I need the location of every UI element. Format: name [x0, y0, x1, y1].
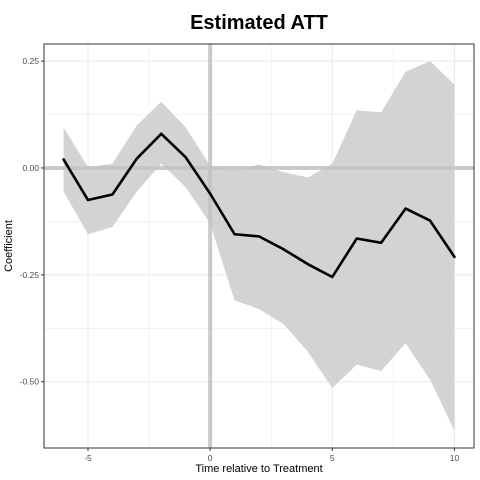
estimate-line	[62, 132, 456, 279]
x-tick-label: 5	[330, 453, 335, 463]
confidence-band	[63, 61, 455, 431]
y-axis-label: Coefficient	[3, 220, 15, 272]
x-tick-label: 0	[208, 453, 213, 463]
y-tick-label: -0.25	[20, 270, 40, 280]
x-axis-label: Time relative to Treatment	[195, 463, 322, 475]
x-tick-label: -5	[84, 453, 92, 463]
y-tick-label: 0.25	[22, 56, 39, 66]
estimate-line-layer	[62, 132, 456, 279]
reference-lines	[44, 44, 474, 448]
chart-title: Estimated ATT	[190, 12, 328, 34]
confidence-band-layer	[63, 61, 455, 431]
y-tick-label: 0.00	[22, 163, 39, 173]
y-axis: 0.25 0.00 -0.25 -0.50	[20, 56, 44, 387]
x-tick-label: 10	[450, 453, 460, 463]
y-tick-label: -0.50	[20, 377, 40, 387]
plot-panel	[43, 43, 475, 449]
x-axis: -5 0 5 10	[84, 448, 459, 463]
panel-border	[43, 43, 475, 449]
